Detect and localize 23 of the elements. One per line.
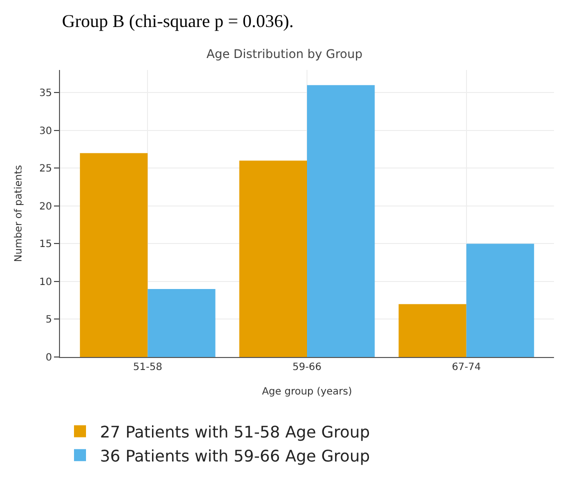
bar [148,289,216,357]
legend-label: 36 Patients with 59-66 Age Group [100,446,370,466]
x-tick-label: 51-58 [133,362,162,373]
y-tick-label: 10 [39,276,52,288]
y-tick-label: 30 [39,126,52,137]
y-tick-label: 20 [39,201,52,212]
x-tick-label: 59-66 [292,362,322,373]
y-tick-label: 15 [39,239,52,250]
bar [466,244,534,357]
legend-label: 27 Patients with 51-58 Age Group [100,422,370,442]
bar [307,85,375,357]
y-tick-label: 5 [46,314,52,326]
bar [80,153,148,357]
bar [398,304,466,357]
y-axis-title: Number of patients [13,165,24,262]
bar [239,160,307,357]
x-tick-label: 67-74 [452,362,481,373]
y-tick-label: 35 [39,88,52,100]
x-axis-title: Age group (years) [262,386,352,398]
y-tick-label: 25 [39,164,52,175]
chart-title: Age Distribution by Group [206,47,362,62]
text: Group B (chi-square p = 0.036). [62,11,294,31]
y-tick-label: 0 [46,352,52,364]
